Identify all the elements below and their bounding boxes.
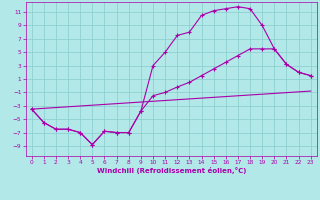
X-axis label: Windchill (Refroidissement éolien,°C): Windchill (Refroidissement éolien,°C)	[97, 167, 246, 174]
